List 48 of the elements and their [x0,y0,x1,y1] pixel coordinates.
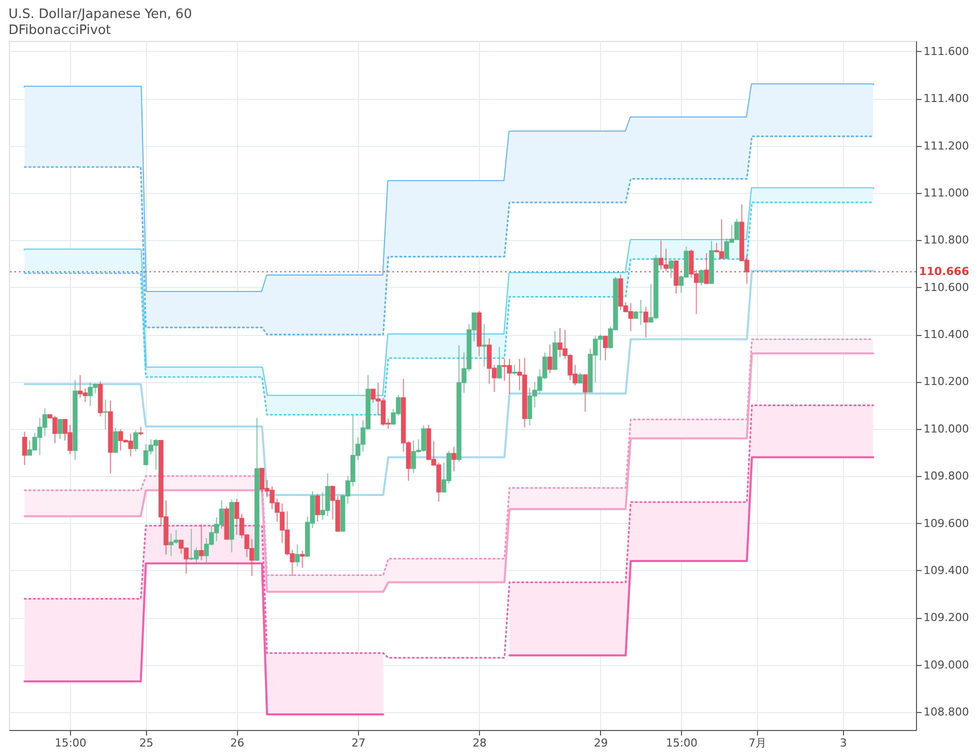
y-tick-label: 108.800 [924,706,969,719]
y-tick-label: 109.200 [924,611,969,624]
y-tick-label: 111.000 [924,186,969,200]
x-tick-label: 26 [230,736,244,750]
y-tick-label: 111.200 [924,139,969,152]
x-tick-label: 7月 [748,736,766,750]
candlestick [113,427,118,454]
chart-title: U.S. Dollar/Japanese Yen, 60 [8,7,192,22]
candlestick [668,259,674,278]
candlestick [704,252,709,284]
y-tick-label: 110.200 [924,375,969,388]
candlestick [603,335,608,361]
x-tick-label: 29 [594,736,608,750]
x-tick-label: 28 [472,736,487,750]
candlestick [496,346,502,380]
y-tick-label: 109.600 [924,516,969,530]
candlestick [294,544,300,567]
y-tick-label: 109.800 [924,470,969,483]
candlestick [452,446,456,472]
candlestick [698,268,704,286]
candlestick [482,324,487,368]
x-tick-label: 15:00 [54,736,86,750]
candlestick [133,430,138,452]
candlestick [198,524,204,561]
y-tick-label: 111.600 [924,44,969,58]
y-tick-label: 110.400 [924,328,969,342]
candlestick [582,374,588,412]
y-tick-label: 110.800 [924,234,969,247]
candlestick [547,344,552,374]
ref-line-label: 110.666 [919,264,970,278]
y-tick-label: 111.400 [924,92,969,106]
x-tick-label: 27 [351,736,366,750]
chart-subtitle: DFibonacciPivot [8,23,111,38]
y-tick-label: 109.400 [924,564,969,577]
candlestick [300,550,305,568]
candlestick [315,494,320,522]
x-tick-label: 25 [139,736,154,750]
x-tick-label: 15:00 [666,736,698,750]
y-tick-label: 110.000 [924,422,969,436]
candlestick [643,306,648,338]
y-tick-label: 109.000 [924,658,969,672]
candlestick [22,431,28,466]
candlestick [578,372,583,384]
candlestick [103,399,108,430]
candlestick [58,418,62,440]
x-tick-label: 3 [840,736,847,750]
candlestick [512,364,517,375]
y-tick-label: 110.600 [924,280,969,294]
